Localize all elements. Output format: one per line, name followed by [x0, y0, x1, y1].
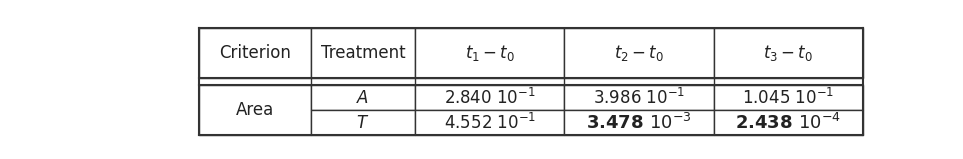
Text: $A$: $A$	[356, 89, 370, 107]
Text: 3.478 $10^{-3}$: 3.478 $10^{-3}$	[586, 113, 692, 133]
Text: Criterion: Criterion	[219, 44, 291, 62]
Text: $t_3 - t_0$: $t_3 - t_0$	[764, 43, 814, 63]
Bar	[415, 28, 564, 78]
Bar	[311, 28, 415, 78]
Text: 2.438 $10^{-4}$: 2.438 $10^{-4}$	[736, 113, 842, 133]
Bar	[415, 110, 564, 135]
Text: 3.986 $10^{-1}$: 3.986 $10^{-1}$	[593, 88, 686, 108]
Bar	[198, 85, 311, 135]
Text: Treatment: Treatment	[321, 44, 405, 62]
Bar	[714, 110, 863, 135]
Bar	[564, 28, 714, 78]
Bar	[198, 28, 311, 78]
Text: $t_2 - t_0$: $t_2 - t_0$	[614, 43, 664, 63]
Text: 1.045 $10^{-1}$: 1.045 $10^{-1}$	[742, 88, 835, 108]
Text: $t_1 - t_0$: $t_1 - t_0$	[465, 43, 515, 63]
Bar	[564, 110, 714, 135]
Bar	[564, 85, 714, 110]
Bar	[311, 85, 415, 110]
Bar	[311, 110, 415, 135]
Bar	[714, 85, 863, 110]
Bar	[415, 85, 564, 110]
Text: $T$: $T$	[356, 114, 370, 132]
Text: 2.840 $10^{-1}$: 2.840 $10^{-1}$	[444, 88, 535, 108]
Text: Area: Area	[236, 101, 273, 119]
Text: 4.552 $10^{-1}$: 4.552 $10^{-1}$	[444, 113, 536, 133]
Bar	[714, 28, 863, 78]
